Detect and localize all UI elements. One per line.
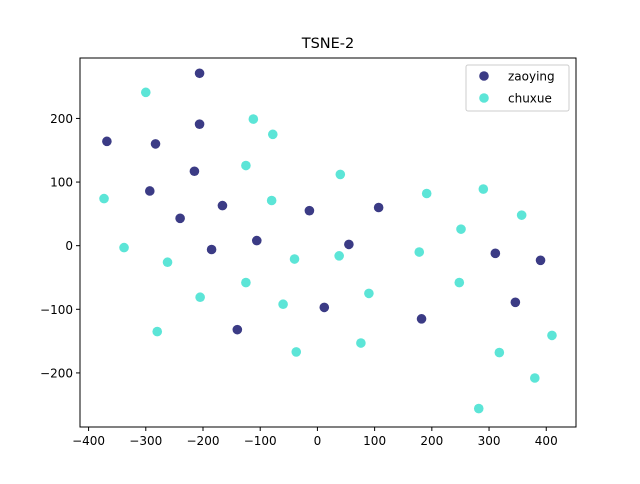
points-layer [99, 68, 557, 414]
y-tick-label: −100 [40, 303, 73, 317]
point-chuxue-27 [473, 403, 484, 414]
point-chuxue-8 [478, 184, 489, 194]
legend-box [465, 64, 570, 112]
point-chuxue-7 [421, 188, 432, 199]
chart-title: TSNE-2 [301, 36, 355, 52]
x-tick-label: −300 [129, 434, 162, 448]
x-tick-label: 200 [420, 434, 443, 448]
point-zaoying-7 [217, 200, 228, 211]
y-tick-label: 0 [65, 239, 73, 253]
point-chuxue-16 [195, 292, 205, 303]
legend: zaoying chuxue [465, 64, 570, 112]
point-chuxue-17 [241, 277, 251, 288]
point-zaoying-5 [189, 166, 200, 177]
point-zaoying-17 [535, 255, 546, 266]
point-chuxue-11 [119, 242, 129, 253]
point-chuxue-10 [456, 224, 466, 234]
point-chuxue-3 [241, 160, 251, 171]
point-chuxue-18 [278, 299, 288, 310]
point-zaoying-4 [194, 119, 205, 129]
point-chuxue-14 [334, 251, 344, 261]
legend-marker-chuxue [479, 93, 489, 103]
y-tick-label: 100 [50, 176, 73, 190]
point-chuxue-22 [291, 347, 302, 357]
x-axis: −400 −300 −200 −100 0 100 200 300 400 [72, 427, 558, 448]
x-tick-label: 100 [363, 434, 386, 448]
point-chuxue-24 [494, 347, 505, 358]
point-zaoying-3 [144, 186, 155, 196]
point-chuxue-13 [289, 254, 300, 264]
legend-marker-zaoying [479, 71, 489, 81]
point-zaoying-18 [510, 297, 521, 308]
point-zaoying-1 [194, 68, 205, 79]
point-chuxue-5 [99, 193, 109, 204]
legend-label-zaoying: zaoying [508, 70, 555, 84]
point-chuxue-25 [547, 330, 557, 341]
point-chuxue-20 [454, 277, 465, 288]
point-chuxue-12 [162, 257, 173, 268]
point-chuxue-21 [152, 326, 163, 337]
point-zaoying-11 [344, 239, 354, 250]
point-chuxue-1 [248, 114, 259, 124]
point-zaoying-0 [102, 136, 112, 147]
point-zaoying-13 [319, 302, 330, 313]
point-zaoying-14 [232, 324, 243, 335]
point-zaoying-8 [206, 244, 217, 255]
point-chuxue-4 [335, 169, 346, 180]
point-zaoying-16 [490, 248, 501, 259]
x-tick-label: −200 [187, 434, 220, 448]
point-zaoying-6 [175, 213, 185, 224]
point-zaoying-2 [150, 139, 161, 149]
point-chuxue-6 [266, 195, 277, 206]
y-tick-label: 200 [50, 112, 73, 126]
x-tick-label: 400 [535, 434, 558, 448]
point-chuxue-23 [356, 338, 366, 348]
point-chuxue-15 [414, 247, 425, 257]
point-zaoying-10 [304, 205, 315, 216]
plot-area [79, 57, 577, 428]
x-tick-label: −400 [72, 434, 105, 448]
point-chuxue-9 [516, 210, 527, 220]
point-chuxue-19 [364, 288, 374, 299]
point-zaoying-12 [373, 202, 384, 213]
y-axis: −200 −100 0 100 200 [40, 112, 80, 380]
point-chuxue-0 [140, 87, 151, 98]
x-tick-label: 0 [314, 434, 322, 448]
legend-label-chuxue: chuxue [508, 92, 552, 106]
point-chuxue-26 [530, 373, 540, 383]
point-zaoying-15 [416, 314, 427, 324]
y-tick-label: −200 [40, 366, 73, 380]
point-zaoying-9 [251, 235, 262, 246]
x-tick-label: 300 [478, 434, 501, 448]
point-chuxue-2 [267, 129, 278, 140]
x-tick-label: −100 [244, 434, 277, 448]
